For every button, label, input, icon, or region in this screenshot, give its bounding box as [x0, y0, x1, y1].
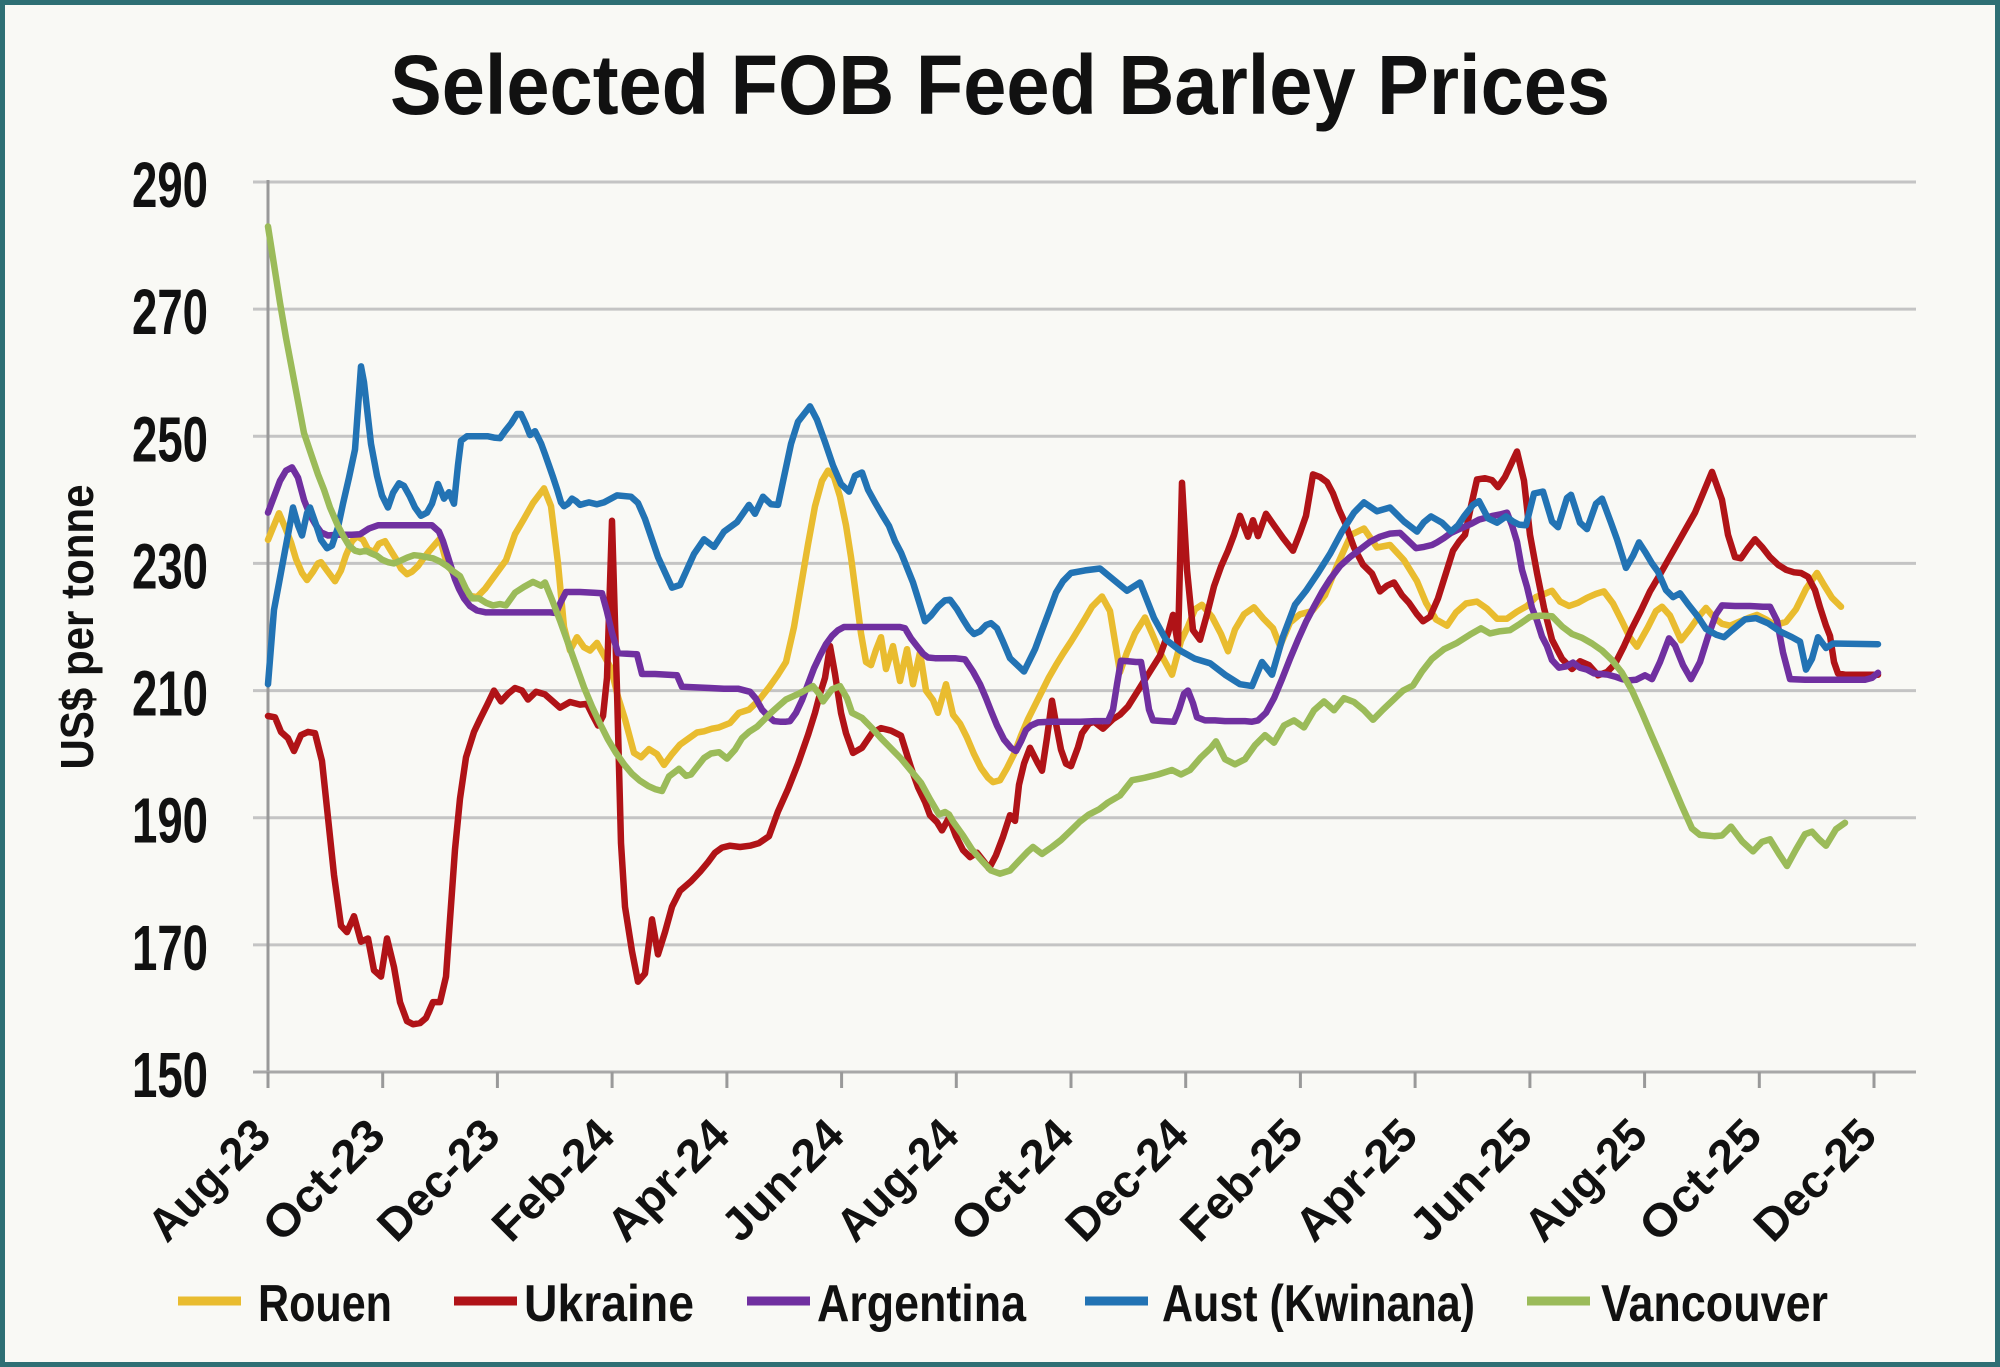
svg-text:US$ per tonne: US$ per tonne: [51, 485, 103, 770]
svg-text:Selected FOB Feed Barley Price: Selected FOB Feed Barley Prices: [390, 38, 1610, 132]
svg-text:Ukraine: Ukraine: [524, 1275, 694, 1333]
svg-text:290: 290: [132, 149, 208, 221]
svg-text:Aust (Kwinana): Aust (Kwinana): [1162, 1275, 1475, 1333]
svg-text:250: 250: [132, 403, 208, 475]
svg-text:Argentina: Argentina: [817, 1275, 1027, 1333]
svg-text:190: 190: [132, 785, 208, 857]
svg-text:230: 230: [132, 530, 208, 602]
svg-text:210: 210: [132, 658, 208, 730]
svg-text:150: 150: [132, 1039, 208, 1111]
svg-text:270: 270: [132, 276, 208, 348]
svg-text:170: 170: [132, 912, 208, 984]
svg-text:Vancouver: Vancouver: [1601, 1275, 1828, 1333]
svg-text:Rouen: Rouen: [258, 1275, 392, 1333]
